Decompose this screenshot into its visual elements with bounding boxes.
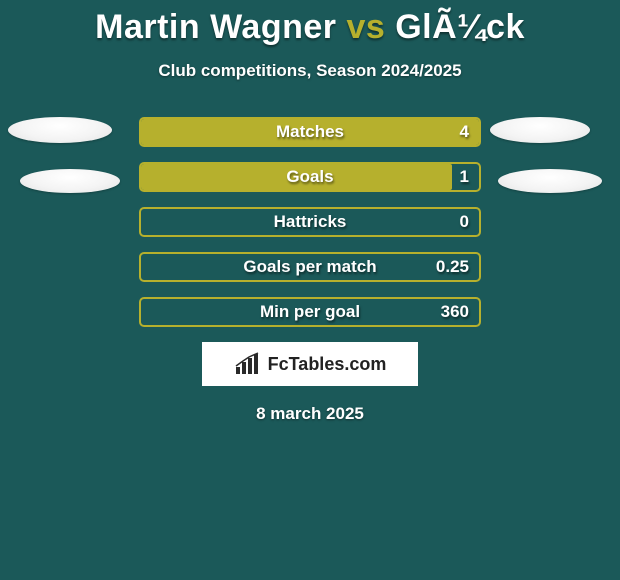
stat-value: 360 — [441, 302, 469, 322]
decorative-ellipse — [490, 117, 590, 143]
stat-value: 0 — [460, 212, 469, 232]
comparison-area: Matches4Goals1Hattricks0Goals per match0… — [0, 117, 620, 424]
stat-value: 0.25 — [436, 257, 469, 277]
bar-chart-icon — [234, 352, 262, 376]
decorative-ellipse — [8, 117, 112, 143]
stat-fill — [141, 164, 452, 190]
subtitle: Club competitions, Season 2024/2025 — [0, 61, 620, 81]
source-badge: FcTables.com — [202, 342, 418, 386]
stat-row: Hattricks0 — [139, 207, 481, 237]
stat-value: 1 — [460, 167, 469, 187]
source-badge-text: FcTables.com — [268, 354, 387, 375]
stat-rows: Matches4Goals1Hattricks0Goals per match0… — [139, 117, 481, 327]
title-player-b: GlÃ¼ck — [385, 8, 525, 46]
stat-label: Goals per match — [141, 257, 479, 277]
title-player-a: Martin Wagner — [95, 8, 346, 46]
decorative-ellipse — [498, 169, 602, 193]
title-vs: vs — [346, 8, 385, 46]
stat-row: Matches4 — [139, 117, 481, 147]
decorative-ellipse — [20, 169, 120, 193]
stat-row: Min per goal360 — [139, 297, 481, 327]
stat-fill — [141, 119, 479, 145]
page-title: Martin Wagner vs GlÃ¼ck — [0, 0, 620, 47]
stat-label: Hattricks — [141, 212, 479, 232]
stat-row: Goals1 — [139, 162, 481, 192]
stat-label: Min per goal — [141, 302, 479, 322]
stat-row: Goals per match0.25 — [139, 252, 481, 282]
date-text: 8 march 2025 — [0, 404, 620, 424]
